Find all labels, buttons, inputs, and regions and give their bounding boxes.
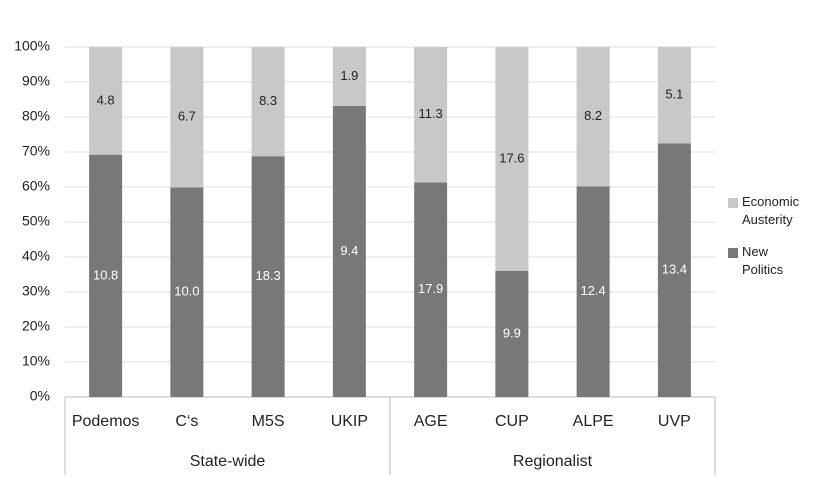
y-tick-label: 70% xyxy=(22,143,50,159)
legend-swatch xyxy=(728,198,738,208)
data-label: 9.9 xyxy=(503,325,521,340)
x-tick-label: ALPE xyxy=(573,413,614,430)
x-tick-label: AGE xyxy=(414,413,448,430)
x-tick-label: Podemos xyxy=(72,413,140,430)
bar-segment xyxy=(414,47,448,183)
bar-segment xyxy=(332,105,366,398)
y-tick-label: 0% xyxy=(30,388,50,404)
group-label: State-wide xyxy=(190,453,266,470)
data-label: 17.9 xyxy=(418,281,443,296)
x-tick-label: UVP xyxy=(658,413,691,430)
bar-segment xyxy=(89,47,123,155)
data-label: 18.3 xyxy=(255,268,280,283)
y-tick-label: 60% xyxy=(22,178,50,194)
data-label: 11.3 xyxy=(418,106,442,121)
bar-segment xyxy=(251,47,285,157)
y-tick-label: 20% xyxy=(22,318,50,334)
bar-segment xyxy=(170,187,204,397)
y-tick-label: 80% xyxy=(22,108,50,124)
x-tick-label: M5S xyxy=(252,413,285,430)
y-tick-label: 40% xyxy=(22,248,50,264)
data-label: 4.8 xyxy=(97,92,115,107)
data-label: 10.8 xyxy=(93,267,118,282)
bar-segment xyxy=(251,156,285,397)
data-label: 9.4 xyxy=(340,243,358,258)
bar-segment xyxy=(657,47,691,144)
bar-segment xyxy=(576,186,610,397)
bar-segment xyxy=(332,47,366,106)
data-label: 17.6 xyxy=(499,150,524,165)
data-label: 8.2 xyxy=(584,108,602,123)
bar-segment xyxy=(657,143,691,397)
x-tick-label: UKIP xyxy=(331,413,368,430)
bar-segment xyxy=(576,47,610,187)
bar-segment xyxy=(495,271,529,397)
bar-segment xyxy=(170,47,204,188)
y-tick-label: 30% xyxy=(22,283,50,299)
bar-segment xyxy=(414,182,448,397)
x-tick-label: CUP xyxy=(495,413,529,430)
bar-segment xyxy=(495,47,529,271)
bar-segment xyxy=(89,154,123,397)
y-tick-label: 90% xyxy=(22,73,50,89)
data-label: 10.0 xyxy=(174,284,199,299)
y-tick-label: 50% xyxy=(22,213,50,229)
x-tick-label: C‘s xyxy=(175,413,198,430)
data-label: 8.3 xyxy=(259,93,277,108)
data-label: 6.7 xyxy=(178,109,196,124)
legend-label: Economic Austerity xyxy=(742,194,800,227)
data-label: 12.4 xyxy=(580,283,605,298)
data-label: 1.9 xyxy=(340,68,358,83)
y-tick-label: 100% xyxy=(14,38,50,54)
legend-label: New Politics xyxy=(742,244,784,277)
y-tick-label: 10% xyxy=(22,353,50,369)
group-label: Regionalist xyxy=(513,453,593,470)
data-label: 13.4 xyxy=(662,262,687,277)
data-label: 5.1 xyxy=(665,87,683,102)
legend-swatch xyxy=(728,248,738,258)
